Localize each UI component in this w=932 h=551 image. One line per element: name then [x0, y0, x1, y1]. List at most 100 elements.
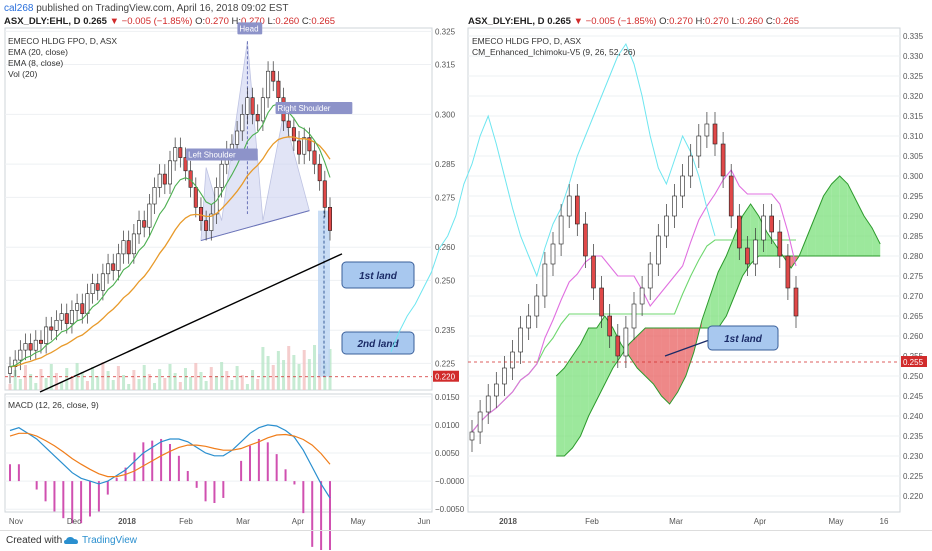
- cloud-segment: [564, 356, 573, 456]
- y-tick-label: 0.265: [903, 312, 924, 321]
- volume-bar: [85, 381, 89, 390]
- left-candle: [250, 97, 255, 115]
- symbol-label: ASX_DLY:EHL, D: [4, 16, 81, 27]
- left-candle: [327, 207, 332, 231]
- left-candle: [142, 220, 147, 228]
- volume-bar: [183, 368, 187, 390]
- y-tick-label: 0.330: [903, 52, 924, 61]
- macd-line: [9, 424, 331, 499]
- volume-bar: [194, 363, 198, 390]
- volume-bar: [287, 346, 291, 390]
- volume-bar: [60, 382, 64, 390]
- volume-bar: [214, 376, 218, 390]
- low-value: 0.260: [275, 16, 300, 27]
- cloud-segment: [661, 328, 670, 404]
- volume-bar: [142, 365, 146, 390]
- change-value: ▼ −0.005 (−1.85%): [573, 16, 657, 27]
- y-tick-label: 0.220: [903, 492, 924, 501]
- right-candle: [477, 411, 483, 433]
- left-candle: [147, 203, 152, 228]
- high-value: 0.270: [241, 16, 265, 27]
- volume-bar: [34, 383, 38, 390]
- right-candle: [623, 327, 629, 357]
- right-candle: [785, 255, 791, 289]
- cloud-segment: [629, 336, 638, 368]
- high-label: H:: [695, 16, 706, 27]
- chikou-line: [390, 42, 716, 353]
- volume-bar: [256, 379, 260, 390]
- volume-bar: [54, 373, 58, 390]
- author-link[interactable]: cal268: [4, 3, 34, 14]
- price-tag-text: 0.220: [435, 373, 456, 382]
- right-candle: [664, 215, 669, 237]
- x-tick-label: 2018: [499, 517, 517, 526]
- left-candle: [245, 97, 250, 115]
- callout-2nd-land-text: 2nd land: [356, 339, 399, 350]
- volume-bar: [199, 372, 203, 390]
- volume-bar: [8, 384, 12, 390]
- left-candle: [302, 137, 307, 155]
- pattern-label-text: Left Shoulder: [188, 151, 236, 160]
- x-tick-label: 2018: [118, 517, 136, 526]
- open-value: 0.270: [669, 16, 693, 27]
- volume-bar: [189, 377, 193, 390]
- publisher-line: cal268 published on TradingView.com, Apr…: [4, 3, 288, 14]
- neckline: [200, 210, 310, 242]
- pattern-label-bg: [275, 102, 353, 115]
- left-candle: [116, 253, 121, 271]
- right-price-pane: [467, 27, 901, 513]
- cloud-segment: [580, 328, 589, 436]
- y-tick-label: 0.275: [435, 193, 456, 202]
- left-candle: [85, 293, 90, 314]
- right-candle: [502, 367, 507, 385]
- x-tick-label: May: [350, 517, 365, 526]
- pattern-label-bg: [186, 148, 258, 161]
- left-candle: [90, 283, 95, 295]
- published-text: published on TradingView.com, April 16, …: [33, 3, 289, 14]
- cloud-segment: [855, 200, 865, 256]
- volume-bar: [292, 355, 296, 390]
- left-candle: [240, 114, 245, 132]
- close-label: C:: [765, 16, 776, 27]
- volume-bar: [116, 366, 120, 390]
- left-candle: [75, 303, 80, 311]
- left-candle: [173, 147, 178, 162]
- macd-tick-label: 0.0100: [435, 421, 460, 430]
- left-candle: [95, 283, 100, 291]
- right-candle: [728, 175, 734, 217]
- macd-legend: MACD (12, 26, close, 9): [8, 400, 99, 410]
- left-candle: [157, 173, 162, 188]
- left-candle: [64, 313, 69, 324]
- x-tick-label: Jun: [418, 517, 431, 526]
- volume-bar: [261, 347, 265, 390]
- y-tick-label: 0.305: [903, 152, 924, 161]
- legend-volume: Vol (20): [8, 69, 38, 79]
- left-candle: [80, 303, 85, 315]
- right-candle: [672, 195, 677, 217]
- left-candle: [296, 140, 301, 155]
- left-candle: [137, 220, 142, 235]
- volume-bar: [153, 383, 157, 390]
- cloud-segment: [847, 184, 856, 256]
- right-candle: [550, 243, 556, 265]
- tradingview-logo-text[interactable]: TradingView: [82, 535, 138, 546]
- left-candle: [100, 273, 105, 291]
- left-candle: [199, 207, 204, 221]
- tenkan-line: [471, 168, 797, 433]
- left-candle: [131, 233, 136, 255]
- y-tick-label: 0.225: [903, 472, 924, 481]
- low-value: 0.260: [739, 16, 764, 27]
- right-candle: [696, 135, 702, 157]
- volume-bar: [158, 369, 162, 390]
- open-value: 0.270: [205, 16, 229, 27]
- volume-bar: [178, 382, 182, 390]
- legend-ichimoku: CM_Enhanced_Ichimoku-V5 (9, 26, 52, 26): [472, 47, 636, 57]
- left-candle: [276, 80, 281, 98]
- right-candle: [680, 175, 685, 197]
- cloud-segment: [831, 176, 840, 256]
- left-candle: [266, 70, 271, 99]
- left-candle: [106, 263, 111, 275]
- right-candle: [526, 315, 532, 329]
- left-candle: [307, 137, 312, 152]
